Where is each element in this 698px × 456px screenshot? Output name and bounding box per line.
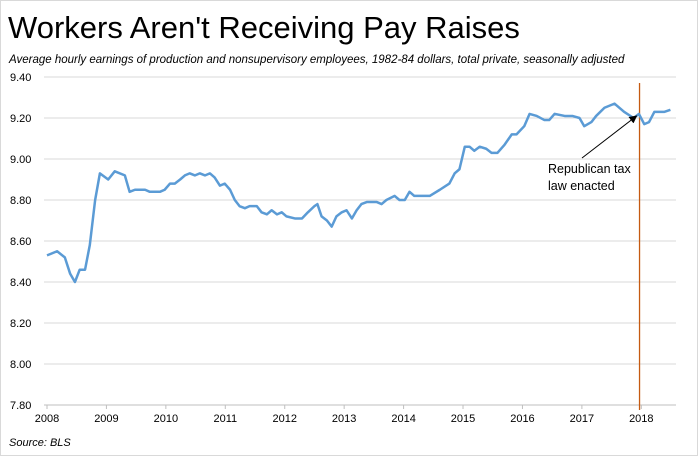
annotation-text: Republican tax <box>548 162 631 176</box>
x-tick-label: 2014 <box>391 413 415 425</box>
y-tick-label: 9.00 <box>10 154 31 166</box>
x-tick-label: 2011 <box>213 413 237 425</box>
y-tick-label: 9.40 <box>10 72 31 84</box>
x-tick-label: 2013 <box>332 413 356 425</box>
x-tick-label: 2010 <box>154 413 178 425</box>
y-tick-label: 9.20 <box>10 113 31 125</box>
x-tick-label: 2015 <box>451 413 475 425</box>
annotation-text: law enacted <box>548 179 615 193</box>
x-tick-label: 2009 <box>94 413 118 425</box>
y-tick-label: 8.80 <box>10 195 31 207</box>
y-tick-label: 8.00 <box>10 359 31 371</box>
source-note: Source: BLS <box>9 437 71 449</box>
x-tick-label: 2018 <box>629 413 653 425</box>
y-tick-label: 8.40 <box>10 277 31 289</box>
data-line <box>46 102 671 284</box>
chart-subtitle: Average hourly earnings of production an… <box>8 54 625 66</box>
x-tick-label: 2017 <box>570 413 594 425</box>
y-tick-label: 7.80 <box>10 400 31 412</box>
y-tick-label: 8.60 <box>10 236 31 248</box>
x-tick-label: 2012 <box>272 413 296 425</box>
y-tick-label: 8.20 <box>10 318 31 330</box>
annotation-arrow <box>581 115 638 159</box>
x-tick-label: 2008 <box>35 413 59 425</box>
x-tick-label: 2016 <box>510 413 534 425</box>
chart-title: Workers Aren't Receiving Pay Raises <box>8 10 520 45</box>
